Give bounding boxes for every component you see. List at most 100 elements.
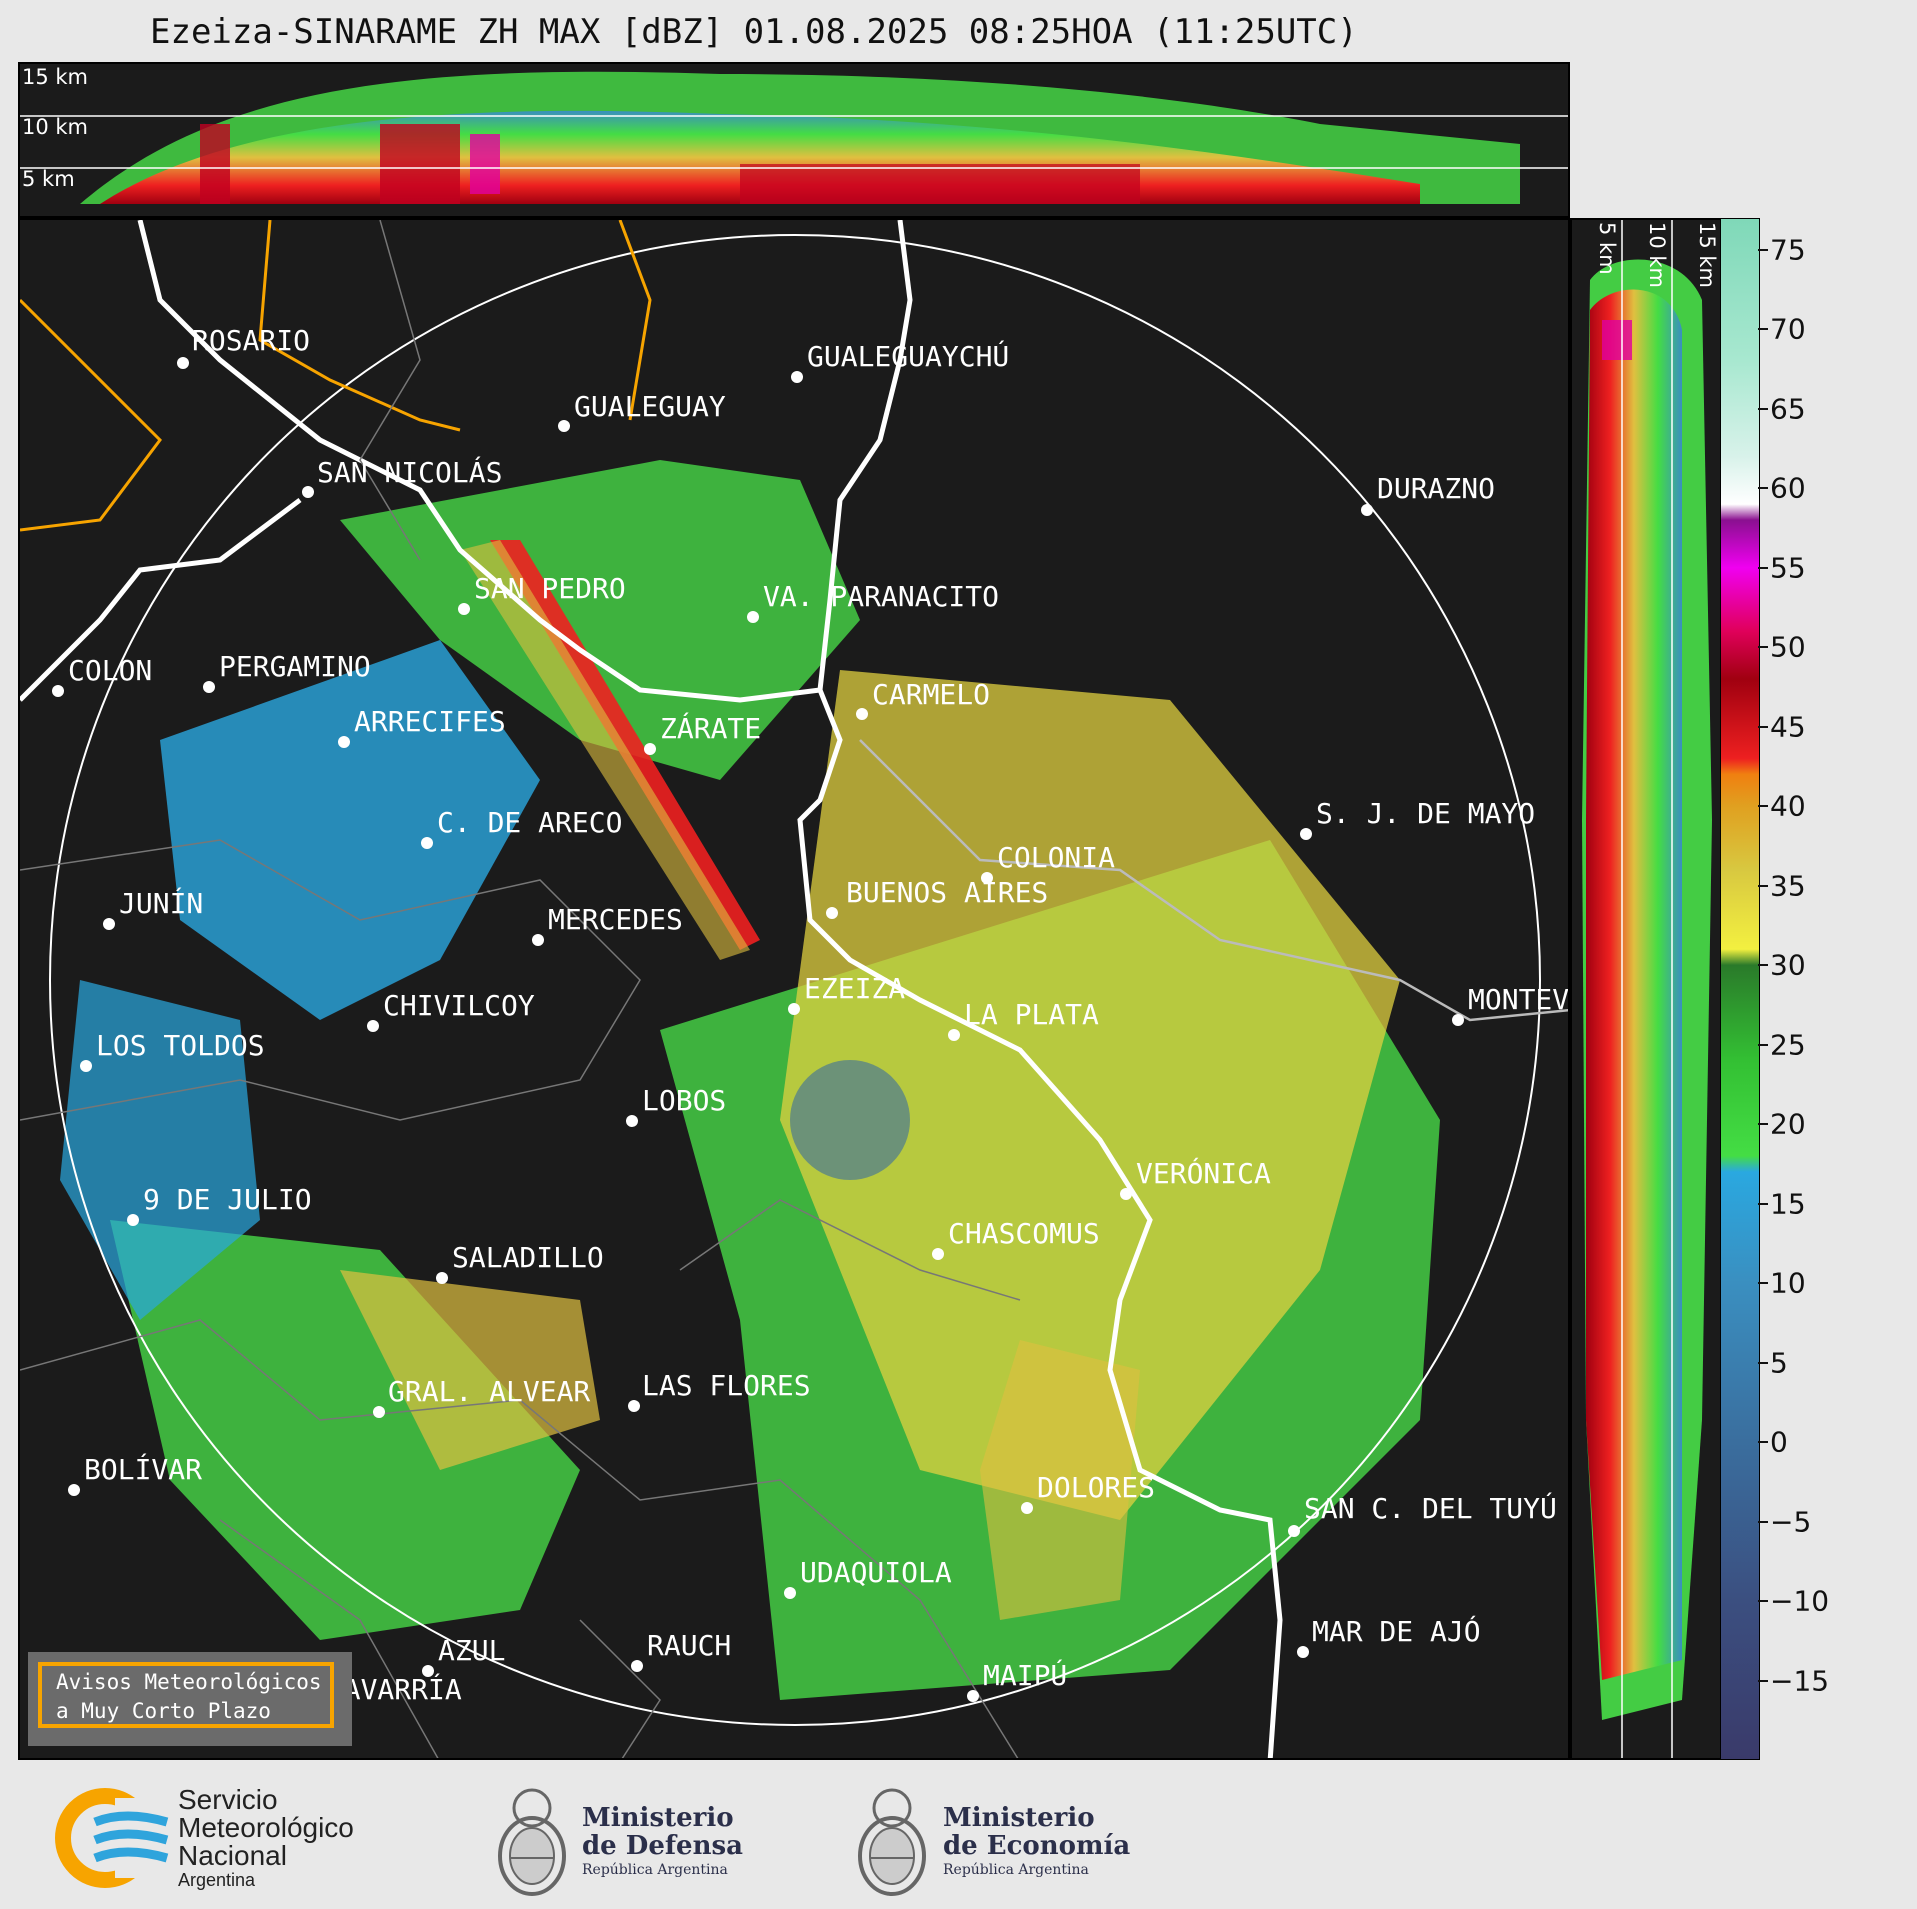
economia-line-3: República Argentina [943, 1862, 1089, 1878]
colorbar-tick-label: 35 [1770, 869, 1806, 903]
svg-text:JUNÍN: JUNÍN [119, 886, 203, 920]
colorbar-tick-label: 5 [1770, 1346, 1788, 1380]
colorbar-tick-mark [1758, 884, 1768, 887]
svg-text:ARRECIFES: ARRECIFES [354, 705, 506, 738]
svg-text:VA. PARANACITO: VA. PARANACITO [763, 580, 999, 613]
svg-text:LOS TOLDOS: LOS TOLDOS [96, 1029, 265, 1062]
city-c-de-areco: C. DE ARECO [421, 806, 622, 849]
province-borders [20, 220, 652, 532]
svg-text:DOLORES: DOLORES [1037, 1471, 1155, 1504]
colorbar-tick-label: 20 [1770, 1107, 1806, 1141]
city-la-plata: LA PLATA [948, 998, 1099, 1041]
colorbar-tick-mark [1758, 1282, 1768, 1285]
coastlines [20, 220, 1283, 1758]
svg-text:VERÓNICA: VERÓNICA [1136, 1156, 1271, 1190]
radar-map-panel: ROSARIO GUALEGUAYCHÚ GUALEGUAY SAN NICOL… [18, 218, 1570, 1760]
city-mercedes: MERCEDES [532, 903, 683, 946]
svg-text:CHIVILCOY: CHIVILCOY [383, 989, 535, 1022]
svg-text:COLON: COLON [68, 654, 152, 687]
city-san-c-del-tuyu: SAN C. DEL TUYÚ [1288, 1491, 1557, 1537]
side-alt-label-15: 15 km [1695, 222, 1719, 288]
footer-logos: Servicio Meteorológico Nacional Argentin… [0, 1760, 1917, 1909]
svg-text:SAN NICOLÁS: SAN NICOLÁS [317, 455, 502, 489]
svg-text:CARMELO: CARMELO [872, 678, 990, 711]
colorbar-tick-mark [1758, 566, 1768, 569]
city-9-de-julio: 9 DE JULIO [127, 1183, 312, 1226]
svg-text:UDAQUIOLA: UDAQUIOLA [800, 1556, 952, 1589]
colorbar-gradient [1720, 218, 1760, 1760]
colorbar-tick-mark [1758, 805, 1768, 808]
svg-text:GUALEGUAY: GUALEGUAY [574, 390, 726, 423]
avisos-line-1: Avisos Meteorológicos [56, 1670, 322, 1694]
svg-text:SAN C. DEL TUYÚ: SAN C. DEL TUYÚ [1304, 1491, 1557, 1525]
city-chascomus: CHASCOMUS [932, 1217, 1100, 1260]
svg-text:LAS FLORES: LAS FLORES [642, 1369, 811, 1402]
economia-logo-text: Ministerio de Economía República Argenti… [943, 1804, 1130, 1880]
city-los-toldos: LOS TOLDOS [80, 1029, 265, 1072]
svg-text:BUENOS AIRES: BUENOS AIRES [846, 876, 1048, 909]
borders [859, 739, 1568, 1022]
svg-text:LOBOS: LOBOS [642, 1084, 726, 1117]
svg-text:ZÁRATE: ZÁRATE [660, 711, 761, 745]
city-chivilcoy: CHIVILCOY [367, 989, 535, 1032]
colorbar-tick-mark [1758, 487, 1768, 490]
colorbar-tick-mark [1758, 1520, 1768, 1523]
city-saladillo: SALADILLO [436, 1241, 604, 1284]
smn-line-4: Argentina [178, 1870, 256, 1890]
svg-text:CHASCOMUS: CHASCOMUS [948, 1217, 1100, 1250]
city-arrecifes: ARRECIFES [338, 705, 506, 748]
svg-text:SALADILLO: SALADILLO [452, 1241, 604, 1274]
top-alt-label-15: 15 km [22, 65, 88, 89]
top-alt-label-5: 5 km [22, 167, 75, 191]
svg-text:MONTEV: MONTEV [1468, 983, 1569, 1016]
city-junin: JUNÍN [103, 886, 203, 930]
colorbar-tick-mark [1758, 646, 1768, 649]
colorbar-tick-mark [1758, 1600, 1768, 1603]
colorbar-tick-mark [1758, 1441, 1768, 1444]
colorbar-tick-mark [1758, 1361, 1768, 1364]
colorbar-tick-mark [1758, 725, 1768, 728]
economia-line-1: Ministerio [943, 1803, 1095, 1833]
city-markers: ROSARIO GUALEGUAYCHÚ GUALEGUAY SAN NICOL… [52, 324, 1569, 1716]
top-cross-section-panel: 15 km 10 km 5 km [18, 62, 1570, 218]
colorbar-tick-label: 30 [1770, 948, 1806, 982]
side-alt-label-10: 10 km [1645, 222, 1669, 288]
city-montevideo: MONTEV [1452, 983, 1569, 1026]
svg-text:ROSARIO: ROSARIO [192, 324, 310, 357]
colorbar-tick-label: −15 [1770, 1664, 1830, 1697]
smn-line-3: Nacional [178, 1840, 287, 1871]
city-mar-de-ajo: MAR DE AJÓ [1297, 1614, 1481, 1658]
defensa-line-1: Ministerio [582, 1803, 734, 1833]
escudo-defensa-icon [495, 1778, 569, 1900]
colorbar-tick-label: 70 [1770, 312, 1806, 346]
svg-text:MAR DE AJÓ: MAR DE AJÓ [1312, 1614, 1481, 1648]
city-rauch: RAUCH [631, 1629, 731, 1672]
defensa-logo-text: Ministerio de Defensa República Argentin… [582, 1804, 743, 1880]
city-azul: AZUL [422, 1634, 505, 1677]
svg-text:S. J. DE MAYO: S. J. DE MAYO [1316, 797, 1535, 830]
colorbar-tick-label: 40 [1770, 789, 1806, 823]
range-ring [49, 234, 1541, 1726]
svg-text:GRAL. ALVEAR: GRAL. ALVEAR [388, 1375, 590, 1408]
colorbar-tick-mark [1758, 407, 1768, 410]
city-udaquiola: UDAQUIOLA [784, 1556, 952, 1599]
county-borders [20, 220, 1021, 1758]
colorbar-tick-mark [1758, 1202, 1768, 1205]
city-gral-alvear: GRAL. ALVEAR [373, 1375, 590, 1418]
svg-text:MAIPÚ: MAIPÚ [983, 1658, 1067, 1692]
city-va-paranacito: VA. PARANACITO [747, 580, 999, 623]
colorbar-tick-label: −5 [1770, 1505, 1812, 1539]
smn-line-2: Meteorológico [178, 1812, 354, 1843]
avisos-line-2: a Muy Corto Plazo [56, 1699, 271, 1723]
svg-text:PERGAMINO: PERGAMINO [219, 650, 371, 683]
defensa-line-2: de Defensa [582, 1831, 743, 1861]
colorbar-tick-label: 75 [1770, 233, 1806, 267]
svg-text:RAUCH: RAUCH [647, 1629, 731, 1662]
colorbar-tick-label: 45 [1770, 710, 1806, 744]
colorbar-tick-label: 10 [1770, 1266, 1806, 1300]
svg-text:9 DE JULIO: 9 DE JULIO [143, 1183, 312, 1216]
escudo-economia-icon [855, 1778, 929, 1900]
city-las-flores: LAS FLORES [628, 1369, 811, 1412]
svg-text:AZUL: AZUL [438, 1634, 505, 1667]
colorbar-tick-label: 60 [1770, 471, 1806, 505]
